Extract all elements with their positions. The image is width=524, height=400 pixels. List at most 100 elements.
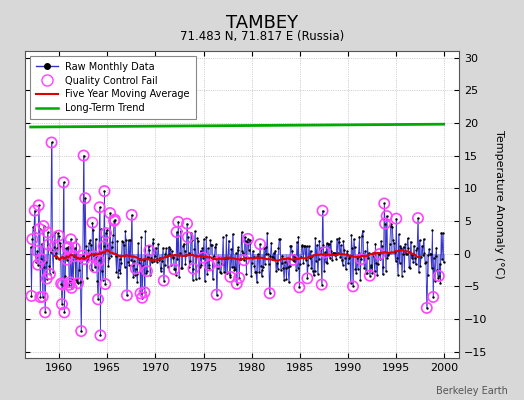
Point [248, 248, 257, 254]
Point [420, 250, 429, 257]
Point [380, 200, 388, 207]
Point [28, 236, 37, 242]
Point [173, 256, 182, 262]
Point [345, 255, 353, 262]
Point [396, 243, 405, 250]
Point [42, 276, 51, 282]
Point [45, 263, 53, 269]
Point [187, 230, 195, 236]
Point [259, 264, 267, 270]
Point [111, 216, 119, 223]
Point [107, 253, 115, 259]
Point [319, 208, 327, 214]
Point [88, 220, 96, 226]
Point [226, 274, 235, 280]
Point [101, 281, 110, 287]
Point [438, 256, 446, 262]
Point [224, 255, 232, 262]
Point [252, 269, 260, 276]
Point [398, 272, 406, 279]
Point [429, 294, 438, 300]
Point [372, 260, 380, 266]
Point [298, 242, 307, 248]
Point [295, 284, 303, 290]
Point [136, 290, 145, 296]
Point [61, 273, 69, 280]
Point [33, 248, 41, 254]
Point [288, 248, 296, 254]
Point [35, 226, 43, 232]
Point [384, 252, 392, 258]
Point [310, 272, 318, 279]
Point [56, 240, 64, 246]
Point [34, 262, 42, 268]
Point [301, 242, 309, 249]
Point [176, 250, 184, 257]
Point [342, 250, 351, 257]
Point [89, 227, 97, 233]
Point [188, 237, 196, 244]
Point [358, 232, 366, 239]
Point [79, 252, 87, 259]
Point [138, 294, 146, 301]
Point [204, 265, 213, 272]
Point [387, 221, 395, 228]
Point [434, 273, 443, 279]
Point [94, 296, 102, 302]
Point [431, 278, 439, 284]
Point [319, 242, 328, 248]
Point [406, 265, 414, 271]
Point [220, 269, 228, 275]
Point [199, 254, 208, 261]
Point [111, 216, 119, 223]
Point [177, 228, 185, 234]
Point [42, 259, 50, 265]
Point [205, 262, 214, 268]
Point [216, 270, 225, 276]
Point [247, 273, 255, 279]
Point [368, 270, 376, 276]
Point [47, 249, 55, 256]
Point [153, 256, 161, 262]
Point [86, 242, 95, 248]
Point [235, 274, 243, 281]
Point [179, 243, 187, 249]
Point [186, 258, 194, 264]
Point [303, 275, 311, 282]
Point [201, 278, 209, 284]
Point [235, 274, 243, 281]
Point [141, 228, 149, 234]
Point [79, 252, 87, 259]
Point [85, 239, 93, 246]
Point [88, 267, 96, 273]
Point [112, 252, 120, 259]
Point [201, 259, 210, 265]
Point [244, 236, 252, 242]
Point [218, 255, 226, 262]
Point [159, 244, 167, 251]
Point [318, 282, 326, 288]
Point [294, 234, 303, 240]
Point [169, 255, 178, 262]
Point [351, 265, 359, 272]
Point [340, 247, 348, 253]
Point [413, 245, 421, 252]
Point [225, 272, 234, 279]
Point [116, 270, 125, 276]
Point [103, 242, 112, 248]
Point [78, 278, 86, 284]
Point [366, 272, 374, 279]
Point [419, 252, 427, 258]
Point [158, 258, 167, 264]
Point [150, 257, 158, 264]
Point [110, 218, 118, 224]
Point [58, 301, 66, 307]
Point [278, 260, 286, 267]
Point [287, 242, 296, 249]
Point [269, 254, 277, 260]
Point [123, 292, 131, 298]
Point [47, 139, 56, 146]
Point [50, 229, 59, 236]
Point [62, 245, 70, 252]
Point [216, 268, 224, 275]
